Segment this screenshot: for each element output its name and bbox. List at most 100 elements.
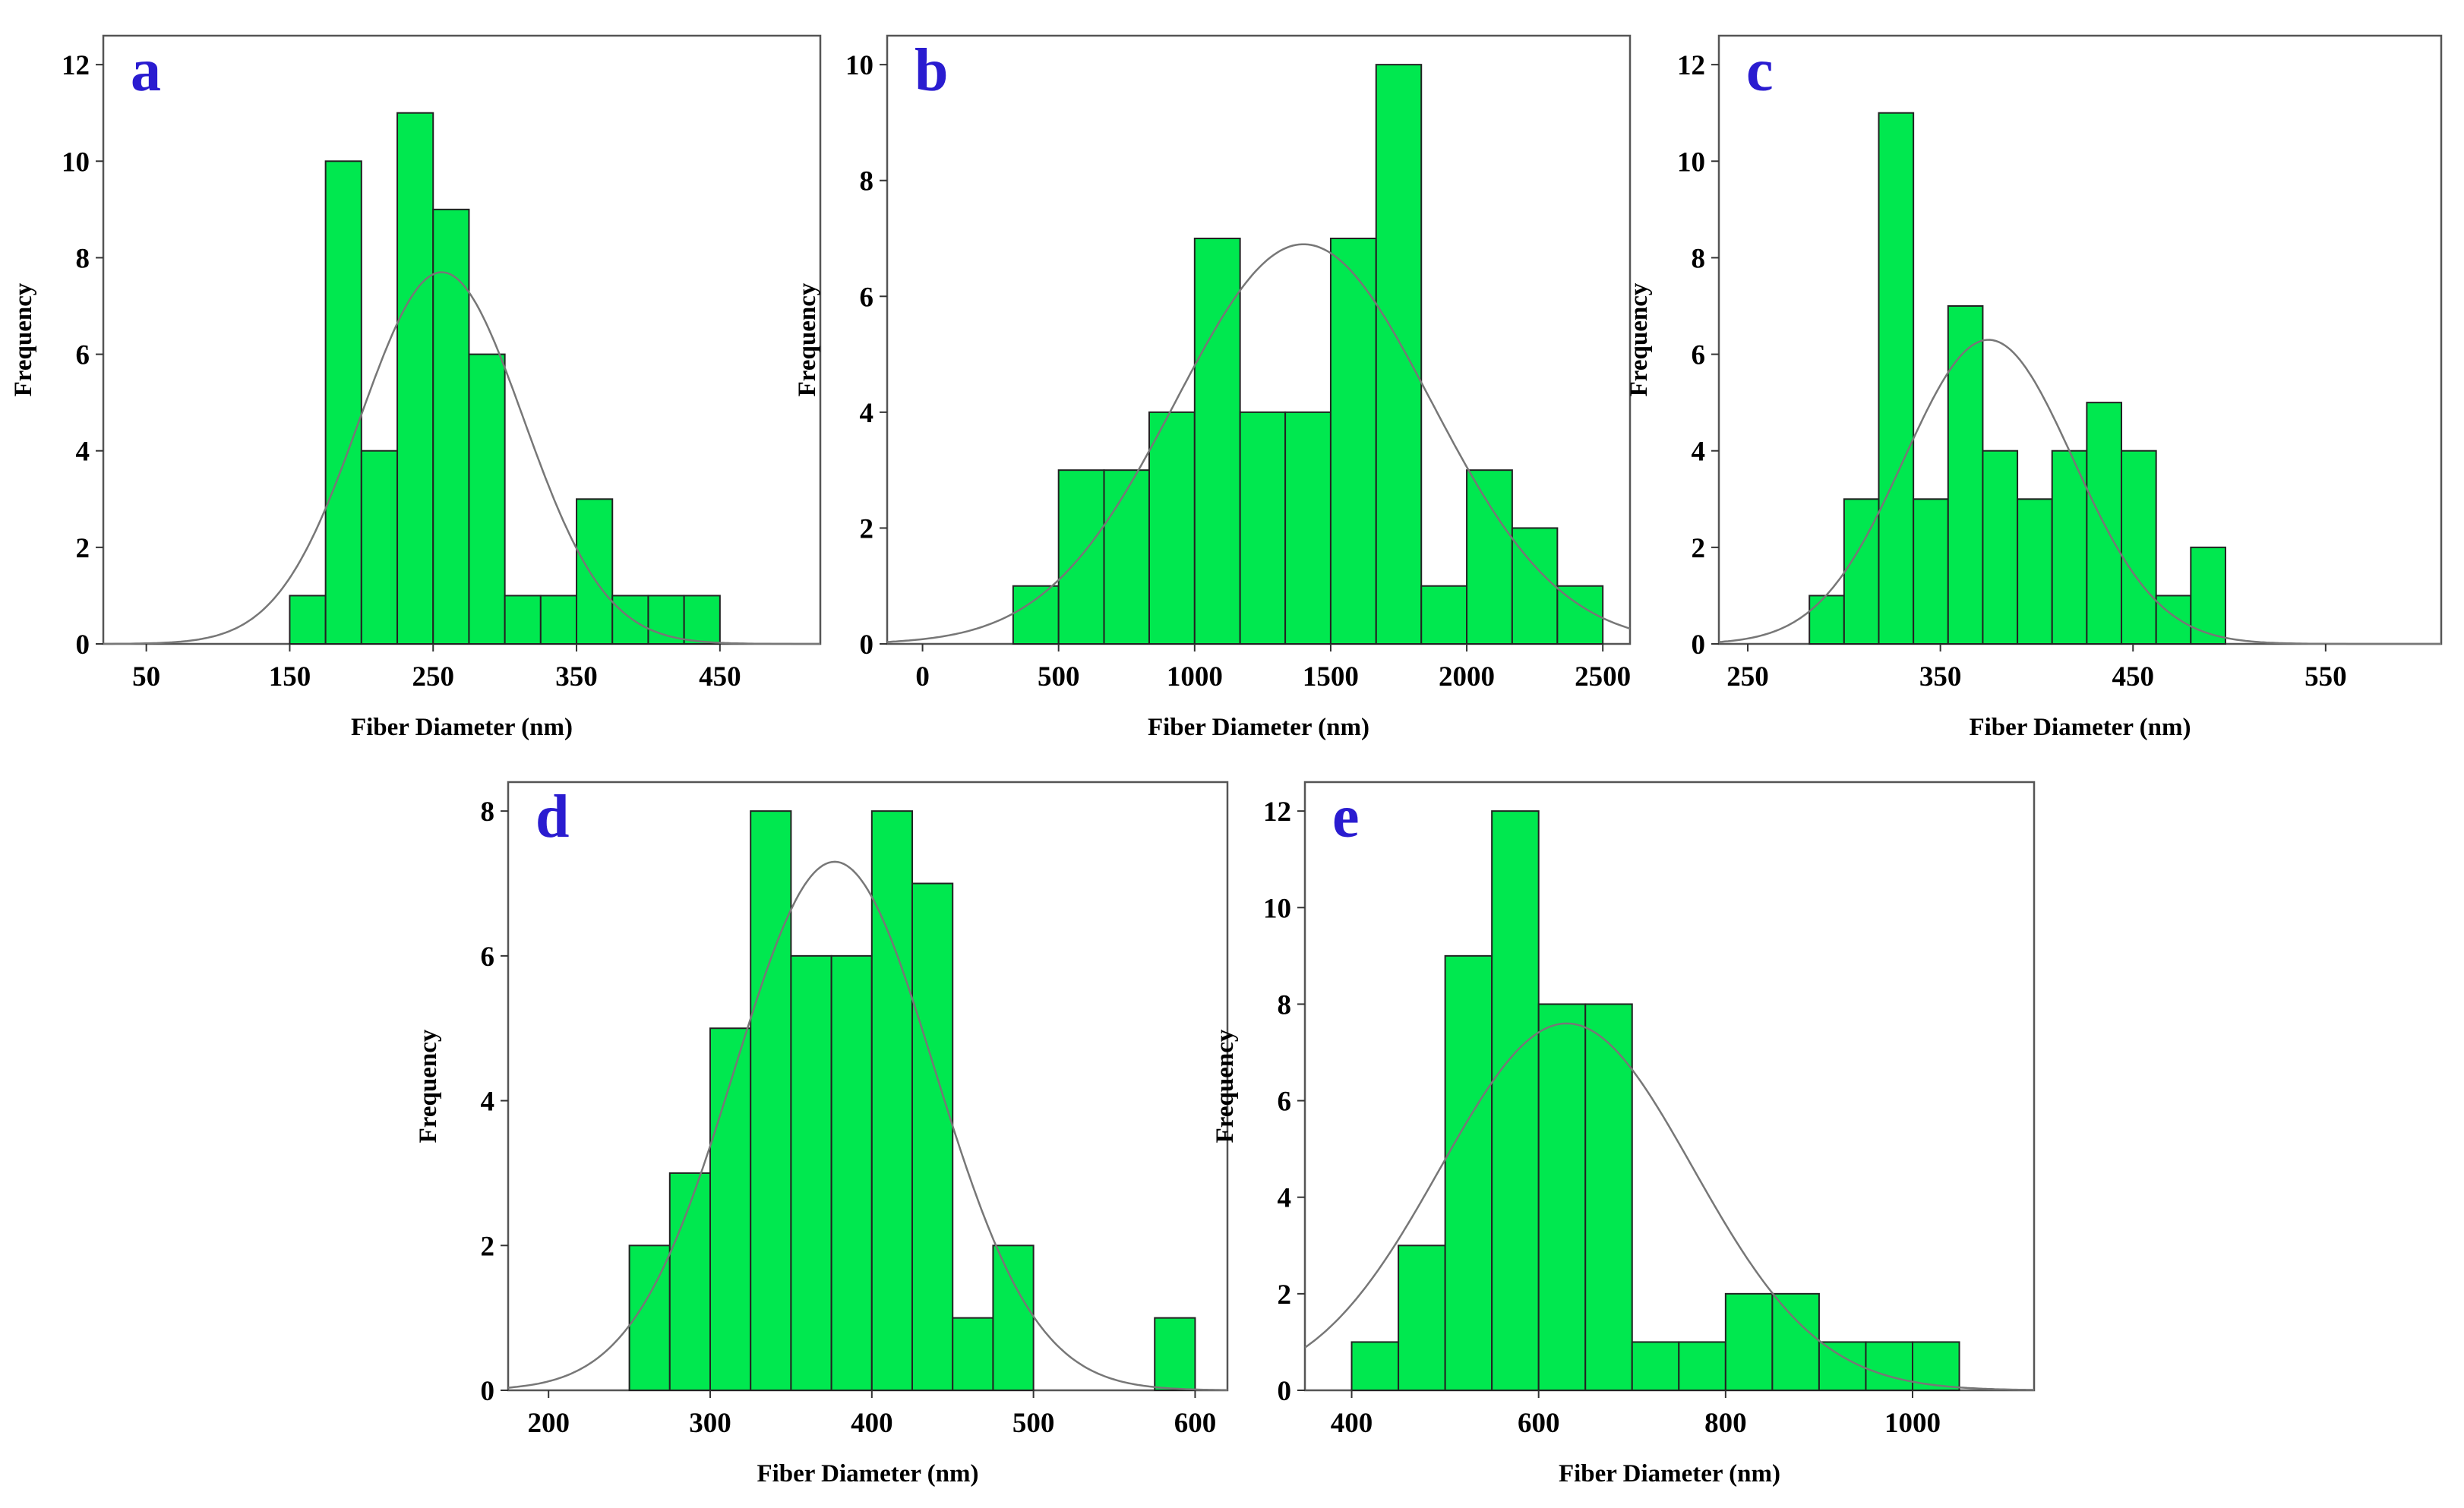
histogram-bar — [1491, 810, 1540, 1391]
x-tick-label: 150 — [269, 661, 311, 692]
histogram-bar — [539, 595, 578, 645]
panel-label: e — [1332, 784, 1360, 850]
histogram-bar — [1350, 1341, 1400, 1392]
histogram-bar — [1444, 954, 1493, 1392]
x-axis-title: Fiber Diameter (nm) — [351, 714, 573, 741]
y-tick-label: 4 — [1278, 1183, 1292, 1214]
x-tick-label: 1000 — [1884, 1408, 1941, 1439]
y-tick-label: 2 — [1278, 1279, 1292, 1311]
x-tick-label: 0 — [915, 661, 930, 692]
y-tick-label: 6 — [860, 282, 874, 313]
histogram-bar — [2121, 450, 2157, 645]
y-tick-label: 8 — [1278, 989, 1292, 1021]
y-tick-label: 4 — [860, 398, 874, 429]
y-tick-label: 10 — [1263, 893, 1291, 924]
histogram-bar — [992, 1245, 1035, 1392]
histogram-bar — [2017, 498, 2053, 645]
histogram-bar — [1329, 238, 1377, 645]
histogram-bar — [683, 595, 721, 645]
histogram-bar — [647, 595, 685, 645]
x-tick-label: 500 — [1012, 1408, 1055, 1439]
y-tick-label: 12 — [1263, 797, 1291, 828]
y-tick-label: 2 — [481, 1231, 495, 1262]
histogram-bar — [324, 160, 362, 645]
x-tick-label: 200 — [527, 1408, 570, 1439]
histogram-bar — [1012, 585, 1060, 645]
histogram-bar — [1771, 1292, 1820, 1392]
histogram-bar — [2086, 402, 2123, 645]
histogram-bar — [289, 595, 327, 645]
y-tick-label: 10 — [62, 147, 90, 178]
histogram-bar — [870, 810, 914, 1391]
chart-panel-b: 0 2 4 6 8 10 0 500 1000 1500 2000 2500 Fiber Diamete… — [794, 34, 1632, 741]
y-tick-label: 0 — [1692, 629, 1706, 661]
y-tick-label: 12 — [62, 50, 90, 81]
panel-label: d — [535, 784, 570, 850]
y-tick-label: 2 — [76, 533, 90, 564]
normal-fit-curve — [507, 860, 1228, 1391]
panel-label: b — [915, 37, 949, 104]
histogram-bar — [360, 450, 399, 645]
x-tick-label: 550 — [2304, 661, 2347, 692]
y-axis-title: Frequency — [10, 282, 37, 396]
chart-panel-a: 0 2 4 6 8 10 12 50 150 250 350 450 Fiber Diameter (n… — [10, 34, 822, 741]
panel-label: c — [1746, 37, 1774, 104]
y-tick-label: 10 — [1677, 147, 1705, 178]
panel-label: a — [131, 37, 161, 104]
chart-panel-e: 0 2 4 6 8 10 12 400 600 800 1000 Fiber Diameter (nm… — [1211, 781, 2036, 1487]
y-tick-label: 0 — [860, 629, 874, 661]
x-tick-label: 2500 — [1575, 661, 1631, 692]
histogram-bar — [1809, 595, 1845, 645]
histogram-bar — [2051, 450, 2088, 645]
histogram-bar — [1982, 450, 2019, 645]
x-axis-title: Fiber Diameter (nm) — [1148, 714, 1369, 741]
x-tick-label: 250 — [1726, 661, 1769, 692]
histogram-bar — [1284, 411, 1332, 645]
histogram-bar — [2155, 595, 2192, 645]
y-tick-label: 10 — [845, 50, 873, 81]
x-tick-label: 800 — [1704, 1408, 1747, 1439]
y-tick-label: 8 — [481, 797, 495, 828]
normal-fit-curve — [1718, 339, 2441, 645]
x-tick-label: 50 — [132, 661, 160, 692]
y-axis-title: Frequency — [1625, 282, 1653, 396]
y-axis-title: Frequency — [415, 1029, 442, 1143]
histogram-bar — [504, 595, 542, 645]
histogram-bar — [1420, 585, 1468, 645]
x-tick-label: 600 — [1518, 1408, 1560, 1439]
histogram-bar — [1947, 305, 1984, 645]
y-tick-label: 4 — [1692, 437, 1706, 468]
x-tick-label: 600 — [1174, 1408, 1217, 1439]
histogram-bar — [830, 954, 873, 1392]
histogram-bar — [1878, 112, 1915, 645]
y-tick-label: 4 — [76, 437, 90, 468]
histogram-bar — [1631, 1341, 1680, 1392]
chart-panel-d: 0 2 4 6 8 200 300 400 500 600 Fiber Diameter (nm) F… — [415, 781, 1229, 1487]
histogram-bar — [1511, 527, 1559, 645]
histogram-bar — [396, 112, 434, 645]
x-tick-label: 1500 — [1303, 661, 1359, 692]
histogram-bar — [1913, 498, 1949, 645]
histogram-bar — [1148, 411, 1196, 645]
histogram-bar — [1865, 1341, 1913, 1392]
y-tick-label: 6 — [1692, 340, 1706, 371]
y-tick-label: 12 — [1677, 50, 1705, 81]
histogram-bar — [1678, 1341, 1726, 1392]
y-tick-label: 2 — [1692, 533, 1706, 564]
x-tick-label: 450 — [2112, 661, 2154, 692]
y-tick-label: 2 — [860, 513, 874, 544]
histogram-bar — [1584, 1003, 1633, 1392]
histogram-bar — [1466, 469, 1513, 645]
chart-panel-c: 0 2 4 6 8 10 12 250 350 450 550 Fiber Diameter (nm)… — [1625, 34, 2443, 741]
x-tick-label: 500 — [1038, 661, 1080, 692]
histogram-bar — [432, 208, 470, 645]
x-axis-title: Fiber Diameter (nm) — [1559, 1460, 1780, 1487]
y-tick-label: 0 — [481, 1376, 495, 1407]
y-tick-label: 0 — [76, 629, 90, 661]
histogram-bar — [1724, 1292, 1774, 1392]
histogram-bar — [576, 498, 614, 645]
x-tick-label: 1000 — [1167, 661, 1223, 692]
y-tick-label: 8 — [1692, 243, 1706, 274]
histogram-bar — [1154, 1317, 1196, 1391]
